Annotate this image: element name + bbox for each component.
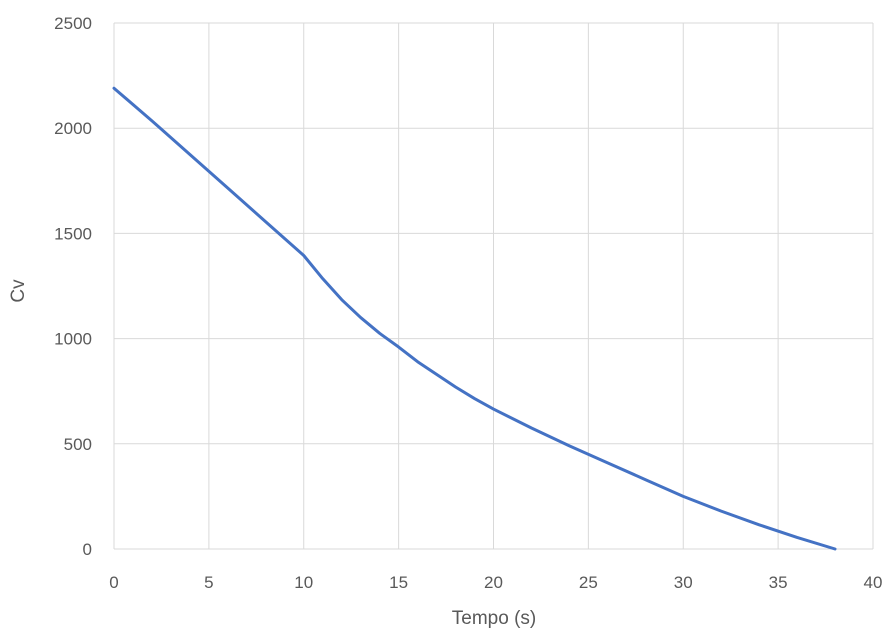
x-axis-title: Tempo (s) bbox=[452, 608, 536, 629]
y-axis-title: Cv bbox=[8, 279, 29, 303]
y-tick-label: 0 bbox=[83, 540, 92, 559]
y-tick-label: 2000 bbox=[54, 119, 92, 138]
x-tick-label: 10 bbox=[294, 573, 313, 592]
y-axis-ticks: 0 500 1000 1500 2000 2500 bbox=[54, 14, 92, 559]
x-tick-label: 30 bbox=[674, 573, 693, 592]
x-tick-label: 35 bbox=[769, 573, 788, 592]
series-layer bbox=[112, 86, 837, 551]
series-line bbox=[112, 86, 837, 551]
x-tick-label: 5 bbox=[204, 573, 213, 592]
x-tick-label: 0 bbox=[109, 573, 118, 592]
y-tick-label: 500 bbox=[64, 435, 92, 454]
grid bbox=[113, 22, 874, 550]
y-tick-label: 2500 bbox=[54, 14, 92, 33]
x-tick-label: 20 bbox=[484, 573, 503, 592]
y-tick-label: 1500 bbox=[54, 224, 92, 243]
x-tick-label: 40 bbox=[864, 573, 883, 592]
x-tick-label: 15 bbox=[389, 573, 408, 592]
x-tick-label: 25 bbox=[579, 573, 598, 592]
y-tick-label: 1000 bbox=[54, 330, 92, 349]
x-axis-ticks: 0 5 10 15 20 25 30 35 40 bbox=[109, 573, 882, 592]
